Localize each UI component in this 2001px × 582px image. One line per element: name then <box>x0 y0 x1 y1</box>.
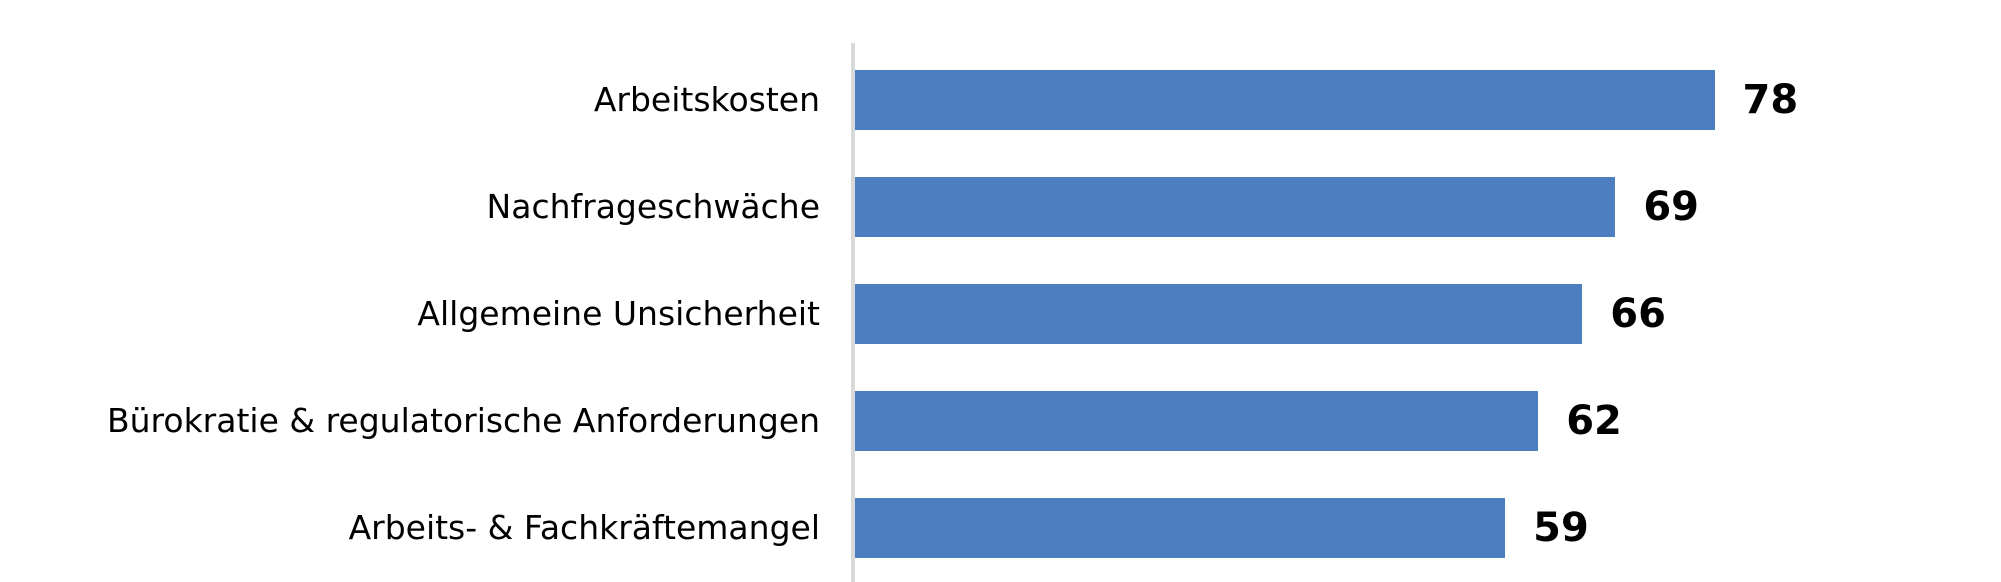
bar <box>855 283 1583 344</box>
bar <box>855 497 1506 558</box>
category-axis-line <box>851 43 855 582</box>
plot-area: 78 <box>855 46 2001 153</box>
bar-row: Allgemeine Unsicherheit 66 <box>0 260 2001 367</box>
category-label: Bürokratie & regulatorische Anforderunge… <box>106 400 820 440</box>
plot-area: 62 <box>855 367 2001 474</box>
plot-area: 59 <box>855 474 2001 581</box>
bar <box>855 69 1715 130</box>
category-label: Allgemeine Unsicherheit <box>417 293 820 333</box>
value-label: 62 <box>1566 397 1622 444</box>
bar-rows: Arbeitskosten 78 Nachfrageschwäche 69 Al… <box>0 46 2001 581</box>
bar-row: Arbeitskosten 78 <box>0 46 2001 153</box>
bar-row: Bürokratie & regulatorische Anforderunge… <box>0 367 2001 474</box>
plot-area: 69 <box>855 153 2001 260</box>
bar <box>855 176 1616 237</box>
bar <box>855 390 1539 451</box>
plot-area: 66 <box>855 260 2001 367</box>
bar-row: Arbeits- & Fachkräftemangel 59 <box>0 474 2001 581</box>
category-label: Arbeits- & Fachkräftemangel <box>348 507 820 547</box>
category-label: Nachfrageschwäche <box>486 186 820 226</box>
value-label: 66 <box>1610 290 1666 337</box>
value-label: 78 <box>1742 76 1799 123</box>
value-label: 59 <box>1533 504 1589 551</box>
bar-row: Nachfrageschwäche 69 <box>0 153 2001 260</box>
category-label: Arbeitskosten <box>593 79 820 119</box>
value-label: 69 <box>1643 183 1699 230</box>
